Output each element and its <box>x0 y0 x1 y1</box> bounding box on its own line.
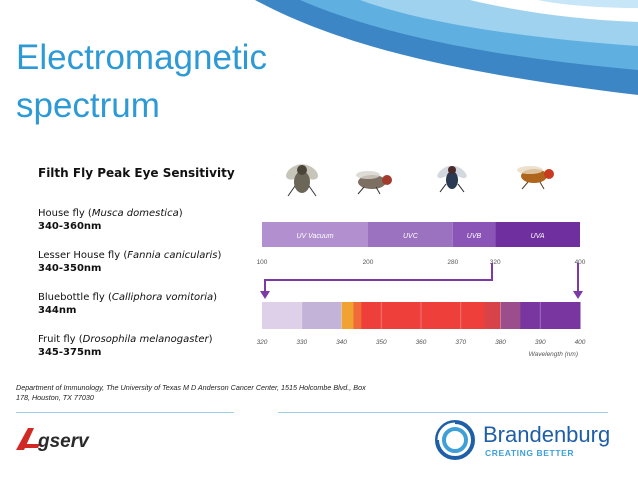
uva-detail-segment <box>500 302 521 329</box>
fly-species: Drosophila melanogaster <box>82 334 209 345</box>
fly-species: Fannia canicularis <box>127 250 218 261</box>
uva-detail-segment <box>353 302 362 329</box>
house-fly-image <box>286 164 318 197</box>
fly-name-suffix: ) <box>208 334 213 345</box>
uv-band-tick-label: 280 <box>447 259 458 266</box>
uva-detail-tick-label: 400 <box>575 339 586 346</box>
fly-range: 340-350nm <box>38 263 102 274</box>
uv-band-bar: UV Vacuum UVC UVB UVA <box>262 222 580 247</box>
fly-name-prefix: Lesser House fly ( <box>38 250 128 261</box>
fly-name-suffix: ) <box>213 292 218 303</box>
lesser-house-fly-image <box>356 171 392 195</box>
fly-name-prefix: Bluebottle fly ( <box>38 292 112 303</box>
uv-band-uvb <box>452 222 496 247</box>
uv-spectrum-chart: UV Vacuum UVC UVB UVA 100 200 280 320 400 320 33… <box>257 222 586 358</box>
brandenburg-logo: Brandenburg CREATING BETTER <box>435 420 610 460</box>
brandenburg-wordmark: Brandenburg <box>483 422 610 447</box>
fly-name: Lesser House fly (Fannia canicularis) <box>38 249 221 262</box>
uva-detail-bar <box>262 302 581 329</box>
uv-band-label: UVA <box>531 233 545 240</box>
uva-detail-segment <box>520 302 581 329</box>
fly-species: Calliphora vomitoria <box>111 292 214 303</box>
uv-band-uvc <box>368 222 453 247</box>
uv-band-tick-label: 320 <box>490 259 501 266</box>
zoom-arrow-right <box>573 291 583 299</box>
uva-detail-tick-label: 340 <box>336 339 347 346</box>
fly-name-prefix: Fruit fly ( <box>38 334 83 345</box>
uva-detail-tick-label: 360 <box>416 339 427 346</box>
agserv-wordmark: gserv <box>37 431 90 452</box>
uv-band-label: UVB <box>467 233 482 240</box>
bluebottle-fly-image <box>437 165 467 193</box>
zoom-connector-left <box>264 263 493 292</box>
fly-range: 345-375nm <box>38 347 102 358</box>
fly-entry-house-fly: House fly (Musca domestica) 340-360nm <box>38 207 183 233</box>
wavelength-axis-label: Wavelength (nm) <box>529 351 578 358</box>
fly-entry-fruit-fly: Fruit fly (Drosophila melanogaster) 345-… <box>38 333 213 359</box>
fly-range: 344nm <box>38 305 77 316</box>
footer-divider-right <box>278 412 608 413</box>
fly-entry-bluebottle-fly: Bluebottle fly (Calliphora vomitoria) 34… <box>38 291 217 317</box>
header-swoosh-graphic <box>255 0 638 95</box>
zoom-arrow-left <box>260 291 270 299</box>
uva-detail-segment <box>262 302 303 329</box>
fruit-fly-image <box>517 166 554 190</box>
fly-name: Bluebottle fly (Calliphora vomitoria) <box>38 291 217 304</box>
uv-band-tick-label: 100 <box>257 259 268 266</box>
fly-name: House fly (Musca domestica) <box>38 207 183 220</box>
fly-sensitivity-heading: Filth Fly Peak Eye Sensitivity <box>38 166 235 180</box>
source-citation: Department of Immunology, The University… <box>16 383 366 402</box>
uv-band-tick-label: 400 <box>575 259 586 266</box>
uv-band-tick-label: 200 <box>363 259 374 266</box>
uva-detail-segment <box>361 302 486 329</box>
uva-detail-tick-label: 350 <box>376 339 387 346</box>
uva-detail-segment <box>341 302 354 329</box>
uv-band-label: UV Vacuum <box>296 233 333 240</box>
fly-species: Musca domestica <box>91 208 179 219</box>
fly-name: Fruit fly (Drosophila melanogaster) <box>38 333 213 346</box>
uv-band-uv-vacuum <box>262 222 368 247</box>
fly-name-suffix: ) <box>178 208 183 219</box>
uv-band-uva <box>495 222 580 247</box>
slide-title: Electromagnetic spectrum <box>16 38 267 125</box>
brandenburg-ring-inner <box>442 427 468 453</box>
fly-range: 340-360nm <box>38 221 102 232</box>
uva-detail-segment <box>484 302 501 329</box>
uva-detail-ticks: 320 330 340 350 360 370 380 390 400 <box>257 339 586 346</box>
uv-band-label: UVC <box>403 233 419 240</box>
fly-name-prefix: House fly ( <box>38 208 92 219</box>
brandenburg-ring-outer <box>435 420 475 460</box>
brandenburg-tagline: CREATING BETTER <box>485 448 574 458</box>
fly-name-suffix: ) <box>217 250 222 261</box>
uva-detail-tick-label: 330 <box>296 339 307 346</box>
uv-band-ticks: 100 200 280 320 400 <box>257 259 586 266</box>
uva-detail-segment <box>301 302 342 329</box>
uva-detail-tick-label: 380 <box>495 339 506 346</box>
uva-detail-tick-label: 390 <box>535 339 546 346</box>
uva-detail-tick-label: 370 <box>455 339 466 346</box>
uva-detail-tick-label: 320 <box>257 339 268 346</box>
swoosh-top <box>538 0 638 8</box>
footer-divider-left <box>16 412 234 413</box>
agserv-logo: gserv <box>16 428 90 452</box>
fly-entry-lesser-house-fly: Lesser House fly (Fannia canicularis) 34… <box>38 249 221 275</box>
